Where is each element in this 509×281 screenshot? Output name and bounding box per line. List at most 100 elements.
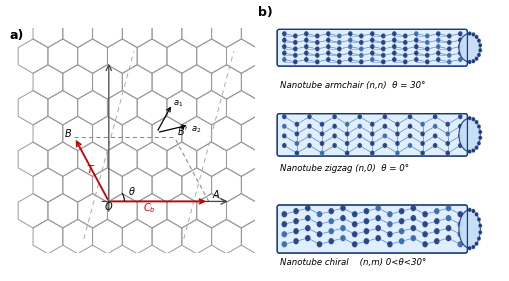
Circle shape [410, 205, 415, 211]
Circle shape [419, 141, 424, 146]
Circle shape [369, 150, 374, 156]
Circle shape [328, 238, 333, 244]
Circle shape [398, 218, 404, 225]
Circle shape [281, 37, 286, 43]
Circle shape [380, 46, 385, 52]
Circle shape [306, 143, 312, 148]
Circle shape [467, 246, 471, 250]
Circle shape [391, 57, 396, 62]
Text: $A$: $A$ [211, 188, 220, 200]
Circle shape [380, 53, 385, 58]
Ellipse shape [458, 210, 479, 248]
Circle shape [351, 231, 357, 237]
Ellipse shape [458, 118, 479, 151]
Circle shape [470, 117, 474, 121]
Circle shape [402, 59, 407, 65]
Circle shape [444, 141, 449, 146]
Text: Nanotube zigzag (n,0)  θ = 0°: Nanotube zigzag (n,0) θ = 0° [280, 164, 409, 173]
Circle shape [294, 150, 299, 156]
Circle shape [407, 114, 412, 119]
Circle shape [358, 46, 363, 52]
Circle shape [369, 57, 374, 62]
Circle shape [457, 133, 462, 139]
Circle shape [281, 143, 286, 148]
Circle shape [432, 124, 437, 129]
Circle shape [281, 50, 286, 56]
Circle shape [340, 205, 345, 211]
Circle shape [446, 33, 451, 39]
Circle shape [363, 218, 369, 225]
Circle shape [467, 31, 471, 36]
Circle shape [351, 241, 357, 248]
Circle shape [435, 31, 440, 37]
Circle shape [281, 31, 286, 37]
FancyBboxPatch shape [277, 205, 467, 253]
Circle shape [314, 40, 319, 45]
Circle shape [473, 35, 477, 39]
Circle shape [336, 40, 341, 45]
Circle shape [398, 228, 404, 234]
Circle shape [316, 241, 322, 248]
Circle shape [394, 150, 399, 156]
Circle shape [473, 56, 477, 61]
Circle shape [344, 141, 349, 146]
Text: $C_b$: $C_b$ [143, 201, 156, 215]
Text: $O$: $O$ [103, 200, 112, 212]
Circle shape [476, 236, 480, 241]
Circle shape [435, 37, 440, 43]
Text: Nanotube chiral    (n,m) 0<θ<30°: Nanotube chiral (n,m) 0<θ<30° [280, 258, 426, 267]
Circle shape [398, 238, 404, 244]
Circle shape [444, 150, 449, 156]
Circle shape [457, 37, 462, 43]
Circle shape [402, 33, 407, 39]
Circle shape [445, 215, 450, 221]
Circle shape [316, 221, 322, 228]
Ellipse shape [458, 33, 479, 62]
Circle shape [419, 150, 424, 156]
Circle shape [413, 44, 418, 49]
Circle shape [457, 124, 462, 129]
Circle shape [446, 40, 451, 45]
Circle shape [410, 235, 415, 241]
Circle shape [292, 53, 297, 58]
Circle shape [419, 122, 424, 127]
Circle shape [306, 124, 312, 129]
Circle shape [402, 53, 407, 58]
Circle shape [394, 122, 399, 127]
Circle shape [293, 238, 298, 244]
Circle shape [281, 221, 287, 228]
FancyBboxPatch shape [277, 114, 467, 156]
Circle shape [467, 116, 471, 121]
Circle shape [369, 131, 374, 137]
Circle shape [292, 46, 297, 52]
Circle shape [294, 131, 299, 137]
Circle shape [314, 59, 319, 65]
Circle shape [470, 32, 474, 37]
Circle shape [476, 217, 480, 222]
Text: $B'$: $B'$ [177, 125, 188, 137]
Circle shape [306, 114, 312, 119]
Circle shape [424, 46, 429, 52]
Circle shape [314, 33, 319, 39]
Circle shape [467, 60, 471, 64]
Circle shape [375, 235, 380, 241]
Circle shape [407, 124, 412, 129]
Circle shape [413, 57, 418, 62]
Circle shape [473, 241, 477, 246]
Circle shape [351, 211, 357, 217]
Circle shape [358, 59, 363, 65]
Circle shape [470, 148, 474, 153]
Circle shape [410, 215, 415, 221]
Circle shape [331, 124, 336, 129]
Circle shape [314, 46, 319, 52]
Circle shape [358, 40, 363, 45]
Circle shape [319, 150, 324, 156]
Circle shape [382, 143, 386, 148]
Circle shape [421, 231, 427, 237]
Circle shape [421, 241, 427, 248]
Circle shape [325, 31, 330, 37]
Circle shape [314, 53, 319, 58]
Circle shape [347, 57, 352, 62]
Circle shape [293, 228, 298, 234]
Circle shape [328, 228, 333, 234]
